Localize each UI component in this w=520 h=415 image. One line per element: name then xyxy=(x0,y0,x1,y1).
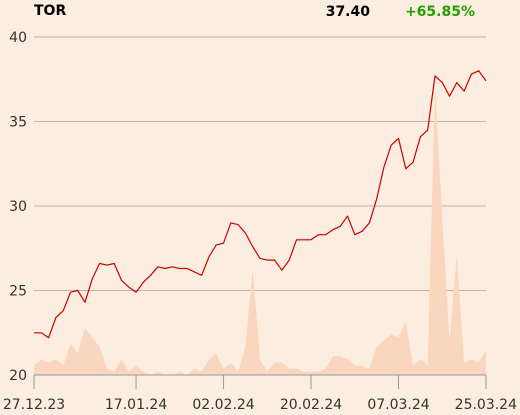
y-tick-label: 30 xyxy=(9,199,27,215)
y-tick-label: 35 xyxy=(9,115,27,131)
price-line-layer xyxy=(34,70,487,339)
x-tick-label: 02.02.24 xyxy=(192,397,254,413)
volume-area-layer xyxy=(34,87,486,376)
x-tick-label: 20.02.24 xyxy=(280,397,342,413)
last-price: 37.40 xyxy=(326,4,371,20)
y-tick-label: 20 xyxy=(9,368,27,384)
x-tick-label: 07.03.24 xyxy=(367,397,429,413)
x-tick-label: 27.12.23 xyxy=(3,397,65,413)
volume-area xyxy=(34,87,486,376)
x-tick-label: 17.01.24 xyxy=(105,397,167,413)
x-axis: 27.12.23 17.01.24 02.02.24 20.02.24 07.03.24… xyxy=(3,374,517,413)
gridlines xyxy=(34,36,486,376)
y-tick-label: 25 xyxy=(9,284,27,300)
y-tick-label: 40 xyxy=(9,30,27,46)
price-line xyxy=(34,70,487,339)
percent-change: +65.85% xyxy=(405,4,475,20)
y-axis: 20 25 30 35 40 xyxy=(9,30,27,384)
ticker-symbol: TOR xyxy=(34,3,66,19)
x-tick-label: 25.03.24 xyxy=(455,397,517,413)
